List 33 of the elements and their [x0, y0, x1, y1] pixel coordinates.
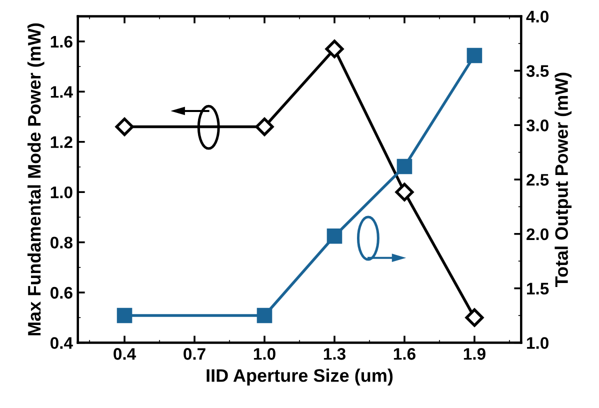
point [465, 308, 484, 327]
y2-tick-label: 1.0 [527, 337, 548, 349]
x-tick-label: 1.6 [394, 348, 416, 360]
point [466, 48, 482, 64]
y2-tick-label: 2.5 [526, 174, 549, 186]
y-tick-label: 1.6 [50, 36, 72, 48]
x-axis-title: IID Aperture Size (um) [206, 368, 393, 386]
point [325, 40, 344, 58]
y2-tick-label: 3.5 [526, 65, 549, 77]
y-tick-label: 1.0 [50, 186, 72, 198]
x-tick-label: 1.9 [464, 348, 486, 360]
x-tick-label: 0.7 [184, 348, 206, 360]
x-tick-label: 1.0 [254, 348, 276, 360]
y-tick-label: 1.2 [50, 136, 72, 148]
point [116, 308, 132, 324]
x-tick-label: 0.4 [114, 348, 136, 360]
y-tick-label: 0.8 [50, 236, 72, 248]
y2-tick-label: 3.0 [526, 120, 548, 132]
point [115, 118, 134, 136]
y2-tick-label: 2.0 [526, 228, 548, 240]
point [395, 182, 414, 202]
point [396, 158, 412, 174]
y2-tick-label: 4.0 [526, 10, 548, 23]
point [255, 118, 274, 136]
y-tick-label: 0.6 [50, 286, 72, 299]
y2-tick-label: 1.5 [527, 282, 549, 295]
y-tick-label: 1.4 [50, 86, 73, 98]
y-tick-label: 0.4 [50, 337, 73, 349]
y2-axis-title: Total Output Power (mW) [554, 72, 572, 287]
point [326, 228, 342, 244]
x-tick-label: 1.3 [324, 348, 346, 360]
point [256, 308, 272, 324]
y-axis-title: Max Fundamental Mode Power (mW) [27, 23, 44, 336]
